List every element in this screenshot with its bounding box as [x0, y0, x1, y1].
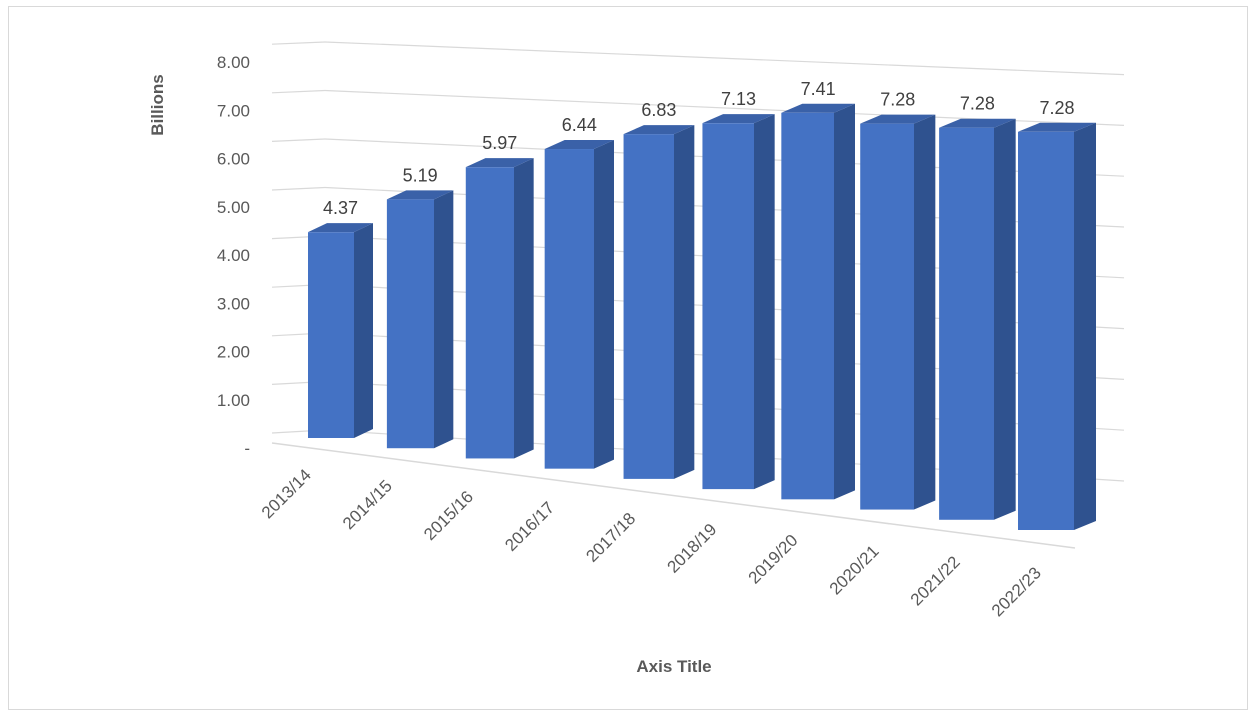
- data-label: 5.97: [482, 133, 517, 153]
- y-axis-title: Billions: [148, 74, 167, 135]
- x-axis-title: Axis Title: [636, 657, 711, 676]
- gridline-left: [271, 186, 326, 191]
- gridline-left: [271, 138, 326, 142]
- bar-side: [914, 114, 936, 510]
- bar-side: [434, 190, 454, 449]
- bar-side: [994, 118, 1016, 520]
- y-tick-label: 1.00: [217, 391, 250, 410]
- bar-side: [674, 125, 695, 479]
- x-tick-label: 2015/16: [420, 487, 477, 544]
- bar-front: [544, 149, 594, 469]
- bar: [465, 158, 534, 459]
- bar-side: [514, 158, 534, 459]
- data-label: 7.28: [1039, 98, 1074, 118]
- x-tick-label: 2016/17: [501, 498, 558, 555]
- bar-front: [623, 134, 674, 479]
- bar-front: [386, 199, 434, 449]
- bar-top: [781, 103, 855, 113]
- bar-top: [939, 118, 1016, 128]
- gridline: [324, 41, 1125, 76]
- data-labels: 4.37 5.19 5.97 6.44 6.83 7.13 7.41 7.28 7.28 7.28: [323, 79, 1075, 218]
- bar-front: [465, 167, 514, 459]
- gridline-left: [271, 89, 326, 94]
- bar: [781, 103, 855, 500]
- y-tick-label: 5.00: [217, 198, 250, 217]
- bar: [939, 118, 1016, 520]
- bar-top: [623, 125, 695, 135]
- bar-side: [754, 114, 775, 490]
- bar-side: [354, 223, 373, 438]
- bar-top: [1018, 122, 1096, 132]
- x-tick-label: 2021/22: [907, 553, 964, 610]
- data-label: 7.13: [721, 89, 756, 109]
- x-tick-label: 2022/23: [988, 563, 1045, 620]
- data-label: 4.37: [323, 198, 358, 218]
- x-tick-label: 2018/19: [663, 520, 720, 577]
- bar-top: [702, 114, 775, 124]
- x-tick-label: 2017/18: [582, 509, 639, 566]
- bar: [386, 190, 454, 449]
- bar: [623, 125, 695, 479]
- y-tick-label: 7.00: [217, 101, 250, 120]
- y-tick-label: 6.00: [217, 150, 250, 169]
- bar: [544, 140, 614, 469]
- y-tick-label: 8.00: [217, 53, 250, 72]
- bar-front: [308, 232, 354, 438]
- bar-side: [1074, 122, 1096, 530]
- bar-side: [594, 140, 614, 469]
- data-label: 6.83: [641, 100, 676, 120]
- chart-floor: [271, 442, 1076, 549]
- x-tick-label: 2013/14: [258, 465, 315, 522]
- y-tick-label: -: [244, 439, 250, 458]
- bars: [308, 103, 1096, 530]
- y-tick-label: 4.00: [217, 246, 250, 265]
- floor-front-edge: [271, 442, 1076, 549]
- y-tick-label: 2.00: [217, 343, 250, 362]
- y-tick-label: 3.00: [217, 294, 250, 313]
- gridline-left: [271, 41, 326, 45]
- bar-front: [781, 112, 834, 500]
- x-tick-label: 2014/15: [339, 476, 396, 533]
- bar: [308, 223, 373, 438]
- data-label: 7.28: [960, 94, 995, 114]
- bar-front: [860, 123, 914, 510]
- bar-front: [702, 123, 754, 490]
- bar-top: [386, 190, 454, 200]
- x-tick-label: 2019/20: [745, 531, 802, 588]
- data-label: 7.41: [801, 79, 836, 99]
- data-label: 7.28: [880, 90, 915, 110]
- bar-side: [834, 103, 855, 500]
- bar-top: [308, 223, 373, 233]
- bar-top: [860, 114, 936, 124]
- bar-front: [939, 127, 994, 520]
- bar-top: [544, 140, 614, 150]
- bar: [702, 114, 775, 490]
- bar-front: [1018, 131, 1074, 530]
- bar-top: [465, 158, 534, 168]
- bar: [860, 114, 936, 510]
- y-axis-tick-labels: - 1.00 2.00 3.00 4.00 5.00 6.00 7.00 8.00: [217, 53, 250, 458]
- bar: [1018, 122, 1096, 530]
- data-label: 5.19: [403, 165, 438, 185]
- data-label: 6.44: [562, 115, 597, 135]
- x-tick-label: 2020/21: [826, 542, 883, 599]
